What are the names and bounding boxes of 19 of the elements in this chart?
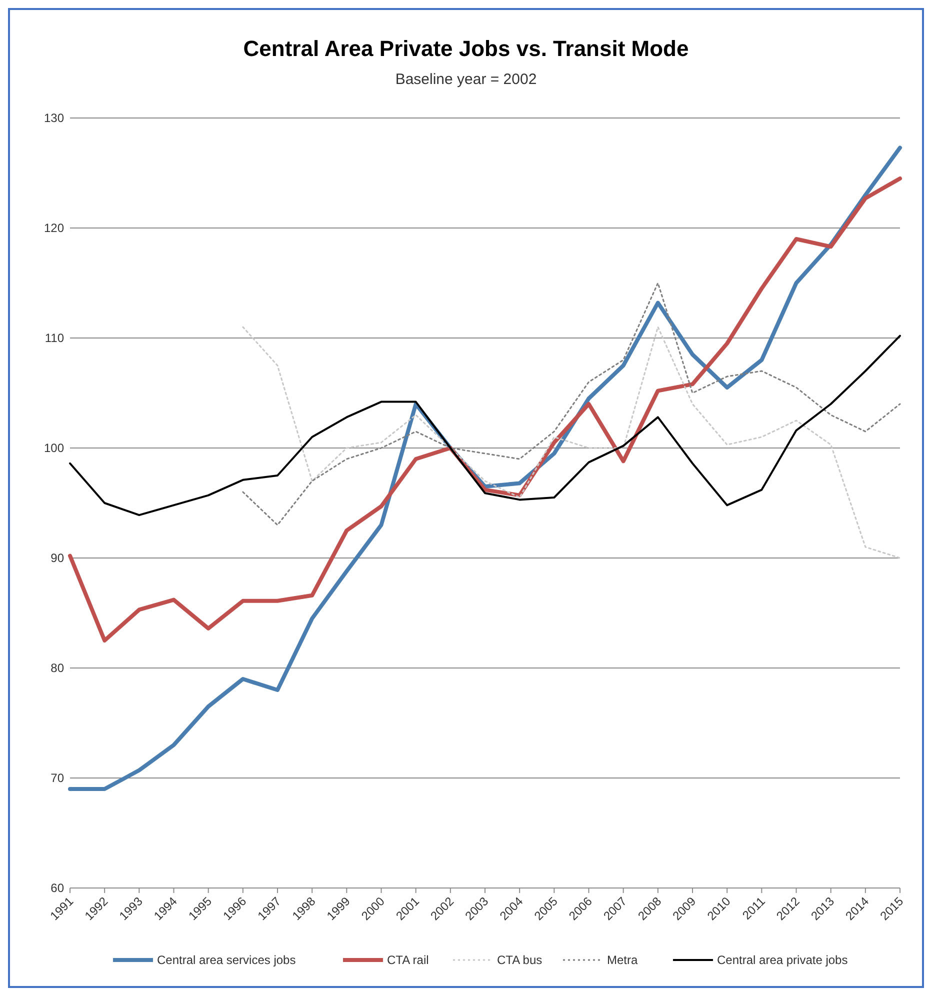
chart-title: Central Area Private Jobs vs. Transit Mode bbox=[243, 36, 689, 61]
legend-label: Metra bbox=[607, 953, 638, 967]
y-tick-label: 80 bbox=[50, 661, 64, 675]
line-series bbox=[69, 334, 901, 516]
y-tick-label: 60 bbox=[50, 881, 64, 895]
y-tick-label: 100 bbox=[44, 441, 64, 455]
y-tick-label: 110 bbox=[44, 331, 64, 345]
legend-label: Central area private jobs bbox=[717, 953, 848, 967]
legend-label: CTA rail bbox=[387, 953, 429, 967]
chart-subtitle: Baseline year = 2002 bbox=[395, 71, 537, 88]
y-tick-label: 130 bbox=[44, 111, 64, 125]
line-series bbox=[68, 176, 902, 642]
y-tick-label: 90 bbox=[50, 551, 64, 565]
y-tick-label: 120 bbox=[44, 221, 64, 235]
legend-label: CTA bus bbox=[497, 953, 542, 967]
y-tick-label: 70 bbox=[50, 771, 64, 785]
line-series bbox=[242, 282, 901, 526]
line-series bbox=[242, 326, 901, 559]
legend-label: Central area services jobs bbox=[157, 953, 296, 967]
